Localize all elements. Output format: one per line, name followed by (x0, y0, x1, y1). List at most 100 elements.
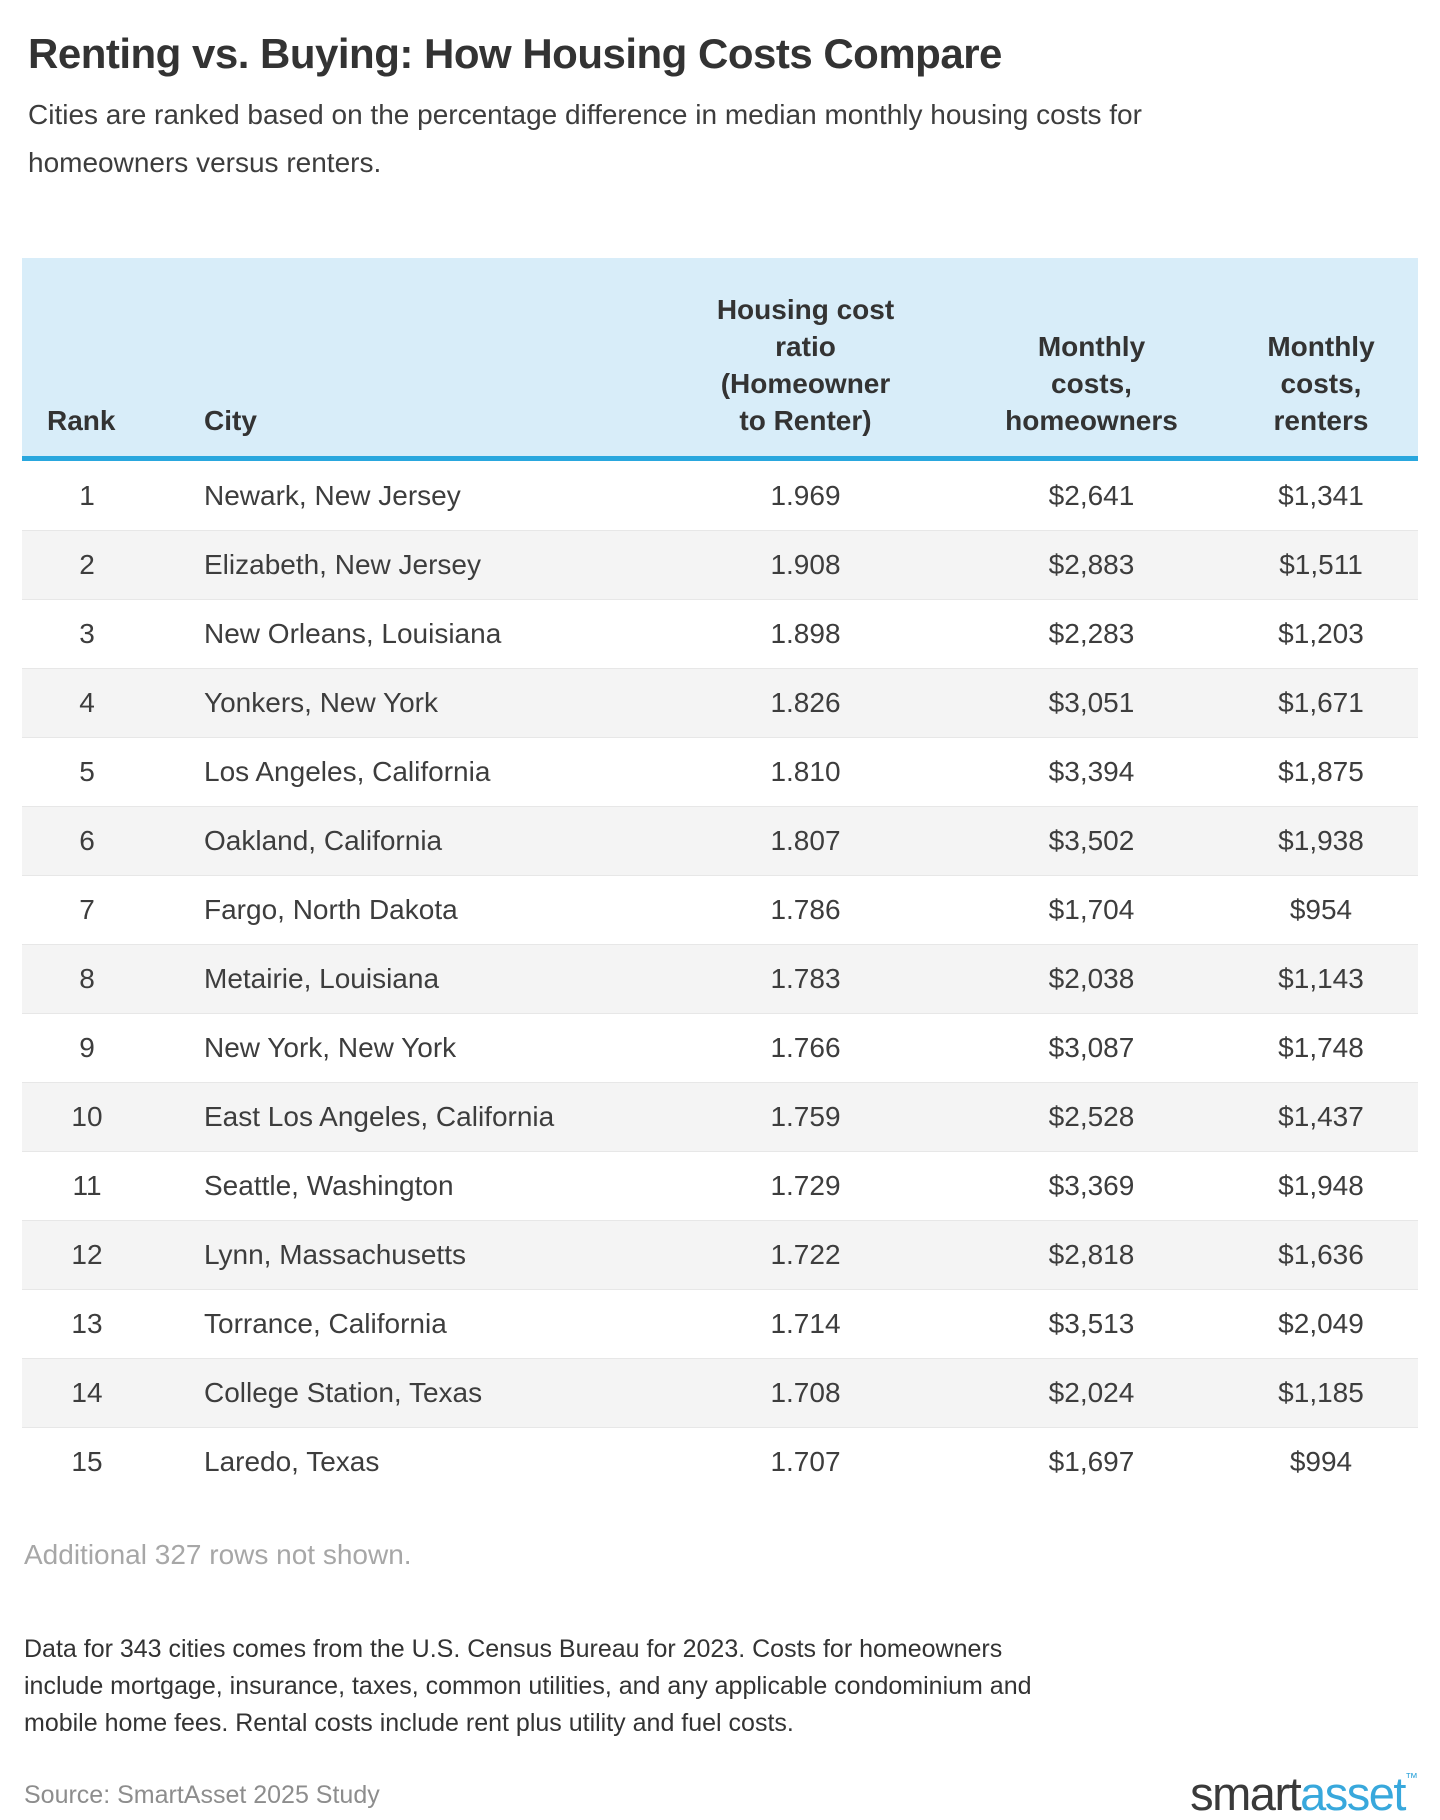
table-row: 5 Los Angeles, California 1.810 $3,394 $… (22, 737, 1418, 806)
cell-rank: 2 (79, 549, 95, 580)
cell-rank: 12 (71, 1239, 103, 1270)
cell-monthly-costs-renters: $1,143 (1278, 963, 1364, 994)
cell-monthly-costs-renters: $1,938 (1278, 825, 1364, 856)
cell-monthly-costs-homeowners: $3,087 (1048, 1032, 1135, 1063)
page-title: Renting vs. Buying: How Housing Costs Co… (28, 30, 1002, 77)
table-row: 10 East Los Angeles, California 1.759 $2… (22, 1082, 1418, 1151)
footer: Source: SmartAsset 2025 Study smartasset… (22, 1752, 1418, 1820)
cell-rank: 6 (79, 825, 95, 856)
cell-city: Newark, New Jersey (204, 479, 461, 511)
cell-monthly-costs-renters: $1,671 (1278, 687, 1364, 718)
cell-monthly-costs-renters: $1,185 (1278, 1377, 1364, 1408)
cell-city: Laredo, Texas (204, 1446, 380, 1477)
cell-monthly-costs-renters: $1,511 (1279, 549, 1363, 580)
cell-monthly-costs-renters: $1,636 (1278, 1239, 1364, 1270)
cell-city: Seattle, Washington (204, 1170, 454, 1201)
cell-monthly-costs-homeowners: $2,883 (1048, 549, 1135, 580)
cell-city: College Station, Texas (204, 1377, 483, 1408)
cell-monthly-costs-homeowners: $3,369 (1048, 1170, 1135, 1201)
table-row: 14 College Station, Texas 1.708 $2,024 $… (22, 1358, 1418, 1427)
cell-housing-cost-ratio: 1.714 (770, 1308, 841, 1339)
cell-monthly-costs-homeowners: $2,024 (1048, 1377, 1135, 1408)
cell-rank: 5 (79, 756, 95, 787)
cell-city: Los Angeles, California (204, 756, 491, 787)
cell-city: Fargo, North Dakota (204, 894, 458, 925)
cell-monthly-costs-homeowners: $3,502 (1048, 825, 1135, 856)
cell-city: Yonkers, New York (204, 687, 438, 718)
cell-rank: 3 (79, 618, 95, 649)
table-body: 1 Newark, New Jersey 1.969 $2,641 $1,341… (22, 461, 1418, 1496)
cell-rank: 4 (79, 687, 95, 718)
cell-monthly-costs-homeowners: $3,051 (1048, 687, 1135, 718)
cell-housing-cost-ratio: 1.766 (770, 1032, 841, 1063)
cell-monthly-costs-renters: $1,748 (1278, 1032, 1364, 1063)
cell-housing-cost-ratio: 1.729 (770, 1170, 841, 1201)
column-header-monthly-costs-renters: Monthly costs, renters (1267, 331, 1375, 436)
table-row: 8 Metairie, Louisiana 1.783 $2,038 $1,14… (22, 944, 1418, 1013)
cell-housing-cost-ratio: 1.969 (770, 479, 841, 511)
cell-rank: 9 (79, 1032, 95, 1063)
cell-city: New York, New York (204, 1032, 457, 1063)
cell-monthly-costs-renters: $1,437 (1278, 1101, 1364, 1132)
cell-monthly-costs-renters: $1,203 (1278, 618, 1364, 649)
source-credit: Source: SmartAsset 2025 Study (24, 1781, 380, 1809)
table-row: 2 Elizabeth, New Jersey 1.908 $2,883 $1,… (22, 530, 1418, 599)
cell-housing-cost-ratio: 1.898 (770, 618, 841, 649)
cell-monthly-costs-homeowners: $2,641 (1048, 479, 1135, 511)
cell-rank: 11 (72, 1170, 102, 1201)
column-header-city: City (204, 405, 257, 436)
data-footnote: Data for 343 cities comes from the U.S. … (24, 1635, 1032, 1737)
table-row: 15 Laredo, Texas 1.707 $1,697 $994 (22, 1427, 1418, 1496)
cell-housing-cost-ratio: 1.783 (770, 963, 841, 994)
cell-monthly-costs-homeowners: $2,038 (1048, 963, 1135, 994)
smartasset-logo: smartasset™ (1190, 1752, 1418, 1820)
cell-housing-cost-ratio: 1.810 (770, 756, 841, 787)
cell-monthly-costs-renters: $954 (1289, 894, 1353, 925)
cell-rank: 14 (71, 1377, 103, 1408)
cell-rank: 1 (79, 479, 95, 511)
cell-city: East Los Angeles, California (204, 1101, 555, 1132)
cell-monthly-costs-renters: $1,341 (1278, 479, 1364, 511)
column-header-housing-cost-ratio: Housing cost ratio (Homeowner to Renter) (716, 294, 895, 436)
cell-city: Metairie, Louisiana (204, 963, 440, 994)
logo-text-asset: asset (1300, 1767, 1406, 1820)
cell-housing-cost-ratio: 1.908 (770, 549, 841, 580)
cell-monthly-costs-homeowners: $3,513 (1048, 1308, 1135, 1339)
table-row: 9 New York, New York 1.766 $3,087 $1,748 (22, 1013, 1418, 1082)
table-row: 3 New Orleans, Louisiana 1.898 $2,283 $1… (22, 599, 1418, 668)
cell-housing-cost-ratio: 1.786 (770, 894, 841, 925)
table-row: 4 Yonkers, New York 1.826 $3,051 $1,671 (22, 668, 1418, 737)
cell-housing-cost-ratio: 1.807 (770, 825, 841, 856)
page-subtitle: Cities are ranked based on the percentag… (28, 99, 1142, 178)
cell-city: Elizabeth, New Jersey (204, 549, 482, 580)
cell-rank: 7 (79, 894, 95, 925)
cell-monthly-costs-renters: $2,049 (1278, 1308, 1364, 1339)
logo-text-smart: smart (1190, 1767, 1302, 1820)
cell-monthly-costs-renters: $1,875 (1278, 756, 1364, 787)
cell-housing-cost-ratio: 1.826 (770, 687, 841, 718)
cell-city: Lynn, Massachusetts (204, 1239, 466, 1270)
cell-monthly-costs-homeowners: $2,528 (1048, 1101, 1135, 1132)
cell-monthly-costs-renters: $1,948 (1278, 1170, 1364, 1201)
cell-monthly-costs-renters: $994 (1289, 1446, 1353, 1477)
table-row: 7 Fargo, North Dakota 1.786 $1,704 $954 (22, 875, 1418, 944)
cell-housing-cost-ratio: 1.707 (770, 1446, 841, 1477)
table-row: 12 Lynn, Massachusetts 1.722 $2,818 $1,6… (22, 1220, 1418, 1289)
cell-monthly-costs-homeowners: $1,704 (1048, 894, 1135, 925)
cell-housing-cost-ratio: 1.708 (770, 1377, 841, 1408)
table-row: 11 Seattle, Washington 1.729 $3,369 $1,9… (22, 1151, 1418, 1220)
cell-monthly-costs-homeowners: $1,697 (1048, 1446, 1135, 1477)
cell-housing-cost-ratio: 1.759 (770, 1101, 841, 1132)
cell-rank: 13 (71, 1308, 103, 1339)
cell-rank: 8 (79, 963, 95, 994)
table-row: 13 Torrance, California 1.714 $3,513 $2,… (22, 1289, 1418, 1358)
cell-monthly-costs-homeowners: $2,283 (1048, 618, 1135, 649)
cell-city: Torrance, California (204, 1308, 447, 1339)
column-header-rank: Rank (47, 405, 116, 436)
table-row: 1 Newark, New Jersey 1.969 $2,641 $1,341 (22, 461, 1418, 530)
cell-city: Oakland, California (204, 825, 443, 856)
additional-rows-note: Additional 327 rows not shown. (24, 1539, 412, 1570)
table-header-row: Rank City Housing cost ratio (Homeowner … (22, 258, 1418, 461)
trademark-symbol: ™ (1405, 1770, 1418, 1785)
